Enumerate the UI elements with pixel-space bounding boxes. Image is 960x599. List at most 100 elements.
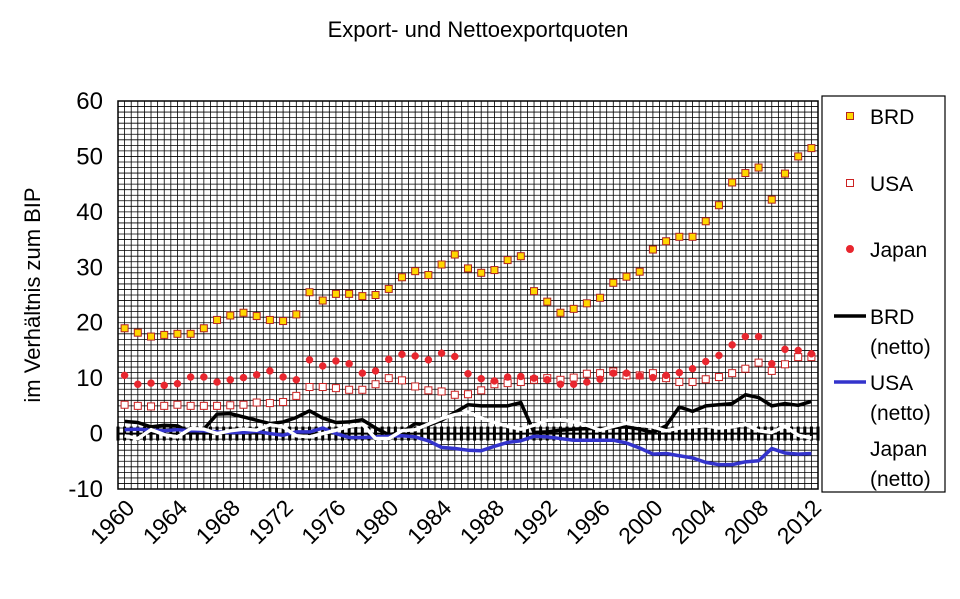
x-tick-label: 1996 <box>560 494 615 549</box>
data-point-brd <box>728 178 737 187</box>
data-point-brd <box>477 268 486 277</box>
legend-label: BRD (netto) <box>870 306 931 359</box>
data-point-brd <box>701 217 710 226</box>
data-point-usa <box>794 353 803 362</box>
data-point-brd <box>279 317 288 326</box>
series-line-japan-netto <box>124 410 812 441</box>
data-point-japan <box>385 355 393 364</box>
data-point-japan <box>635 372 644 380</box>
data-point-usa <box>265 399 274 408</box>
data-point-japan <box>701 357 710 366</box>
data-point-usa <box>582 369 591 378</box>
data-point-brd <box>147 332 156 341</box>
legend-item-brd: BRD <box>846 106 914 129</box>
data-point-brd <box>530 287 539 296</box>
series-japan-netto <box>124 410 812 441</box>
data-point-brd <box>133 328 142 337</box>
data-point-brd <box>556 308 565 317</box>
data-point-japan <box>622 369 631 377</box>
data-point-brd <box>596 293 605 302</box>
series-usa-netto <box>124 426 812 467</box>
x-tick-label: 1976 <box>296 494 351 549</box>
data-point-usa <box>371 380 380 389</box>
data-point-usa <box>331 384 340 393</box>
data-point-japan <box>609 369 618 377</box>
data-point-japan <box>754 332 763 341</box>
data-point-usa <box>464 390 472 399</box>
x-tick-label: 1968 <box>191 494 246 549</box>
data-point-usa <box>345 385 354 394</box>
data-point-brd <box>794 152 803 161</box>
legend-label: Japan <box>870 239 927 262</box>
legend-swatch <box>846 112 854 120</box>
legend-label: USA <box>870 173 913 196</box>
data-point-brd <box>411 267 420 276</box>
data-point-usa <box>714 373 723 382</box>
data-point-japan <box>266 367 274 375</box>
data-point-brd <box>767 195 776 204</box>
x-tick-label: 1972 <box>243 494 298 549</box>
data-point-brd <box>543 297 552 306</box>
data-point-brd <box>464 264 472 273</box>
data-point-japan <box>477 374 485 383</box>
legend-label: Japan (netto) <box>870 438 931 491</box>
data-point-brd <box>252 312 261 321</box>
data-point-usa <box>120 400 129 409</box>
data-point-brd <box>780 169 789 178</box>
data-point-usa <box>199 401 208 410</box>
data-point-brd <box>622 272 631 281</box>
data-point-usa <box>450 390 459 399</box>
series-japan <box>120 332 816 390</box>
data-point-japan <box>781 345 789 354</box>
data-point-brd <box>371 291 380 299</box>
data-point-usa <box>133 401 142 410</box>
data-point-brd <box>384 284 393 293</box>
data-point-brd <box>318 296 327 305</box>
data-point-brd <box>437 260 446 269</box>
data-point-brd <box>688 232 697 241</box>
data-point-japan <box>239 373 248 382</box>
data-point-japan <box>741 332 750 341</box>
data-point-japan <box>398 350 406 359</box>
x-tick-label: 2008 <box>719 494 774 549</box>
data-point-brd <box>450 250 459 259</box>
data-point-brd <box>741 169 750 178</box>
data-point-japan <box>186 373 195 381</box>
series-brd-netto <box>124 393 812 437</box>
data-point-brd <box>160 330 169 339</box>
data-point-usa <box>754 358 763 367</box>
legend-swatch <box>846 245 854 253</box>
legend-label: BRD <box>870 106 914 129</box>
x-tick-label: 1992 <box>508 494 563 549</box>
data-point-japan <box>345 359 353 368</box>
chart-title: Export- und Nettoexportquoten <box>328 17 629 42</box>
legend-item-usa: USA <box>846 173 913 196</box>
data-point-japan <box>807 350 816 358</box>
data-point-japan <box>517 372 525 381</box>
data-point-japan <box>332 357 340 365</box>
data-point-usa <box>239 400 248 409</box>
legend-swatch <box>846 179 854 187</box>
data-point-usa <box>160 401 169 410</box>
series-usa <box>120 353 816 411</box>
data-point-japan <box>134 380 142 388</box>
y-tick-label: 30 <box>76 254 103 281</box>
data-point-japan <box>200 373 208 381</box>
data-point-usa <box>780 360 789 369</box>
data-point-usa <box>186 401 195 410</box>
legend: BRD USA Japan BRD (netto) USA (netto) Japan (net… <box>821 95 946 493</box>
data-point-brd <box>199 324 208 333</box>
data-point-japan <box>556 380 565 388</box>
data-point-japan <box>451 352 459 361</box>
data-point-japan <box>464 369 472 378</box>
data-point-japan <box>728 341 736 349</box>
y-tick-label: 0 <box>90 421 103 448</box>
data-point-japan <box>794 346 802 355</box>
data-point-japan <box>252 371 261 379</box>
data-point-usa <box>358 385 367 394</box>
legend-item-brd-netto: BRD (netto) <box>834 306 931 359</box>
data-point-japan <box>583 378 591 386</box>
data-point-brd <box>635 267 644 276</box>
data-point-japan <box>569 380 578 388</box>
data-point-brd <box>226 311 235 320</box>
